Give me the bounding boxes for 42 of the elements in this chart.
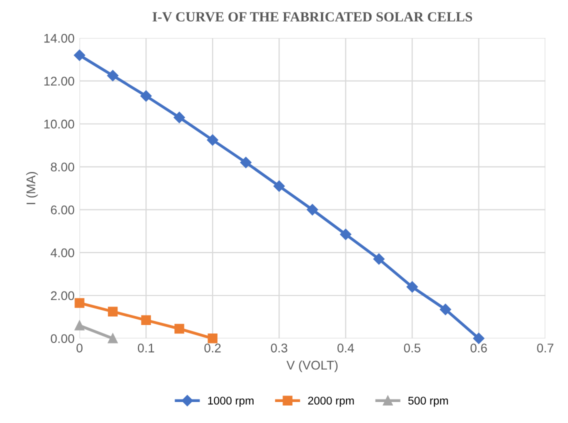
x-tick-label: 0.7 [537, 344, 554, 352]
y-tick-label: 2.00 [50, 291, 74, 300]
point [74, 320, 84, 330]
point [373, 253, 385, 265]
point [140, 90, 152, 102]
y-tick-label: 8.00 [50, 162, 74, 172]
point [473, 332, 484, 344]
x-tick-label: 0 [76, 344, 83, 352]
x-axis-title: V (VOLT) [286, 360, 338, 372]
point [274, 180, 285, 192]
point [108, 306, 118, 316]
point [206, 134, 218, 146]
point [406, 281, 418, 293]
point [306, 204, 318, 216]
point [340, 228, 352, 240]
point [107, 70, 118, 82]
point [240, 156, 252, 168]
point [174, 324, 184, 334]
y-axis-title: I (MA) [26, 172, 38, 204]
legend-label: 2000 rpm [308, 396, 354, 407]
x-tick-label: 0.5 [404, 344, 420, 352]
y-tick-label: 0.00 [50, 334, 74, 344]
y-tick-label: 4.00 [50, 248, 74, 258]
point [74, 50, 86, 61]
point [174, 112, 185, 124]
x-tick-label: 0.2 [204, 344, 221, 352]
y-tick-label: 10.00 [44, 120, 74, 129]
y-tick-label: 6.00 [50, 205, 74, 214]
point [141, 315, 151, 326]
point [440, 304, 452, 316]
legend-label: 1000 rpm [208, 396, 254, 407]
x-tick-label: 0.1 [138, 344, 154, 352]
point [108, 334, 118, 344]
chart-title: I-V CURVE OF THE FABRICATED SOLAR CELLS [152, 12, 472, 22]
legend-label: 500 rpm [408, 396, 448, 407]
point [74, 298, 84, 308]
x-tick-label: 0.4 [337, 344, 354, 352]
x-tick-label: 0.6 [470, 344, 487, 352]
y-tick-label: 14.00 [44, 34, 74, 43]
y-tick-label: 12.00 [44, 76, 74, 86]
point [208, 334, 218, 344]
x-tick-label: 0.3 [270, 344, 288, 352]
